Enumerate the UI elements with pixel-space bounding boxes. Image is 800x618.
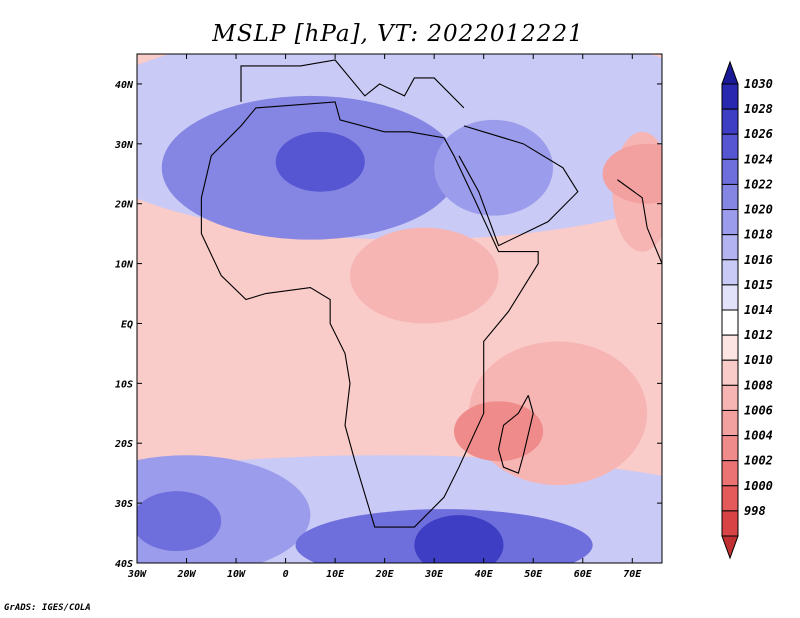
equatorial-trough bbox=[241, 281, 331, 342]
colorbar-bottom-arrow bbox=[721, 535, 739, 560]
y-tick-label: 30N bbox=[114, 140, 134, 151]
colorbar-swatch bbox=[721, 460, 739, 487]
colorbar-swatch bbox=[721, 359, 739, 386]
colorbar-label: 1018 bbox=[744, 228, 773, 242]
colorbar-label: 1026 bbox=[744, 127, 773, 141]
y-tick-label: 10N bbox=[115, 260, 134, 271]
sudan-low bbox=[389, 233, 479, 294]
y-tick-label: 20S bbox=[114, 439, 133, 450]
colorbar-label: 1028 bbox=[744, 102, 773, 116]
saharan-high bbox=[275, 131, 365, 192]
colorbar-label: 1006 bbox=[744, 403, 773, 417]
colorbar-swatch bbox=[721, 183, 739, 211]
south-atlantic-high bbox=[137, 491, 222, 552]
southern-ocean-high bbox=[414, 515, 504, 563]
colorbar-swatch bbox=[721, 284, 739, 311]
colorbar-swatch bbox=[721, 309, 739, 336]
pressure-field bbox=[137, 54, 662, 563]
colorbar-swatch bbox=[721, 510, 739, 537]
x-tick-label: 70E bbox=[623, 569, 642, 580]
x-tick-label: 40E bbox=[475, 569, 494, 580]
india-low bbox=[602, 143, 662, 204]
colorbar-swatch bbox=[721, 485, 739, 512]
colorbar-label: 1015 bbox=[744, 278, 773, 292]
map-frame bbox=[136, 53, 663, 564]
europe-coastline bbox=[240, 59, 465, 109]
colorbar-swatch bbox=[721, 334, 739, 361]
colorbar-swatch bbox=[721, 259, 739, 286]
colorbar-swatch bbox=[721, 384, 739, 411]
colorbar-label: 1002 bbox=[744, 454, 773, 468]
colorbar-swatch bbox=[721, 108, 739, 135]
x-tick-label: 10W bbox=[227, 569, 246, 580]
arabia-coastline bbox=[458, 125, 579, 247]
y-tick-label: 20N bbox=[114, 200, 134, 211]
x-tick-label: 20W bbox=[176, 569, 196, 580]
arabia-high bbox=[434, 119, 554, 216]
coastlines bbox=[200, 59, 662, 528]
x-tick-label: 30E bbox=[424, 569, 444, 580]
colorbar-label: 1020 bbox=[744, 203, 773, 217]
colorbar-label: 1008 bbox=[744, 378, 773, 392]
mozambique-channel-low bbox=[453, 401, 544, 462]
colorbar-label: 1030 bbox=[744, 77, 773, 91]
y-tick-label: EQ bbox=[121, 319, 133, 330]
grads-credit: GrADS: IGES/COLA bbox=[4, 603, 91, 613]
y-tick-label: 40S bbox=[115, 559, 133, 570]
x-tick-label: 0 bbox=[283, 569, 289, 580]
colorbar-swatch bbox=[721, 158, 739, 185]
x-axis: 30W 20W 10W 0 10E 20E 30E 40E 50E 60E 70E bbox=[127, 54, 642, 580]
x-tick-label: 10E bbox=[326, 569, 345, 580]
colorbar: 998 1000 1002 1004 1006 1008 1010 1012 1014 1015 1… bbox=[721, 60, 773, 560]
colorbar-swatch bbox=[721, 209, 739, 236]
colorbar-label: 1024 bbox=[744, 152, 773, 166]
x-tick-label: 30W bbox=[127, 569, 147, 580]
colorbar-swatch bbox=[721, 435, 739, 462]
colorbar-label: 1016 bbox=[744, 253, 773, 267]
colorbar-swatch bbox=[721, 234, 739, 261]
africa-coastline bbox=[200, 101, 539, 528]
y-tick-label: 30S bbox=[114, 499, 133, 510]
colorbar-label: 1012 bbox=[744, 328, 773, 342]
colorbar-swatch bbox=[721, 133, 739, 160]
y-axis: 40N 30N 20N 10N EQ 10S 20S 30S 40S bbox=[114, 80, 662, 570]
y-tick-label: 10S bbox=[115, 379, 133, 390]
colorbar-swatch bbox=[721, 409, 739, 437]
chart-title: MSLP [hPa], VT: 2022012221 bbox=[211, 21, 583, 47]
colorbar-top-arrow bbox=[721, 60, 739, 85]
x-tick-label: 60E bbox=[574, 569, 593, 580]
y-tick-label: 40N bbox=[115, 80, 134, 91]
x-tick-label: 20E bbox=[375, 569, 395, 580]
colorbar-label: 1000 bbox=[744, 479, 773, 493]
colorbar-label: 1022 bbox=[744, 177, 773, 191]
colorbar-label: 1004 bbox=[744, 429, 773, 443]
madagascar-coastline bbox=[497, 395, 534, 474]
india-coastline bbox=[617, 179, 662, 264]
colorbar-label: 998 bbox=[744, 504, 766, 518]
colorbar-label: 1014 bbox=[744, 303, 773, 317]
colorbar-swatch bbox=[721, 83, 739, 110]
colorbar-label: 1010 bbox=[744, 353, 773, 367]
x-tick-label: 50E bbox=[524, 569, 543, 580]
